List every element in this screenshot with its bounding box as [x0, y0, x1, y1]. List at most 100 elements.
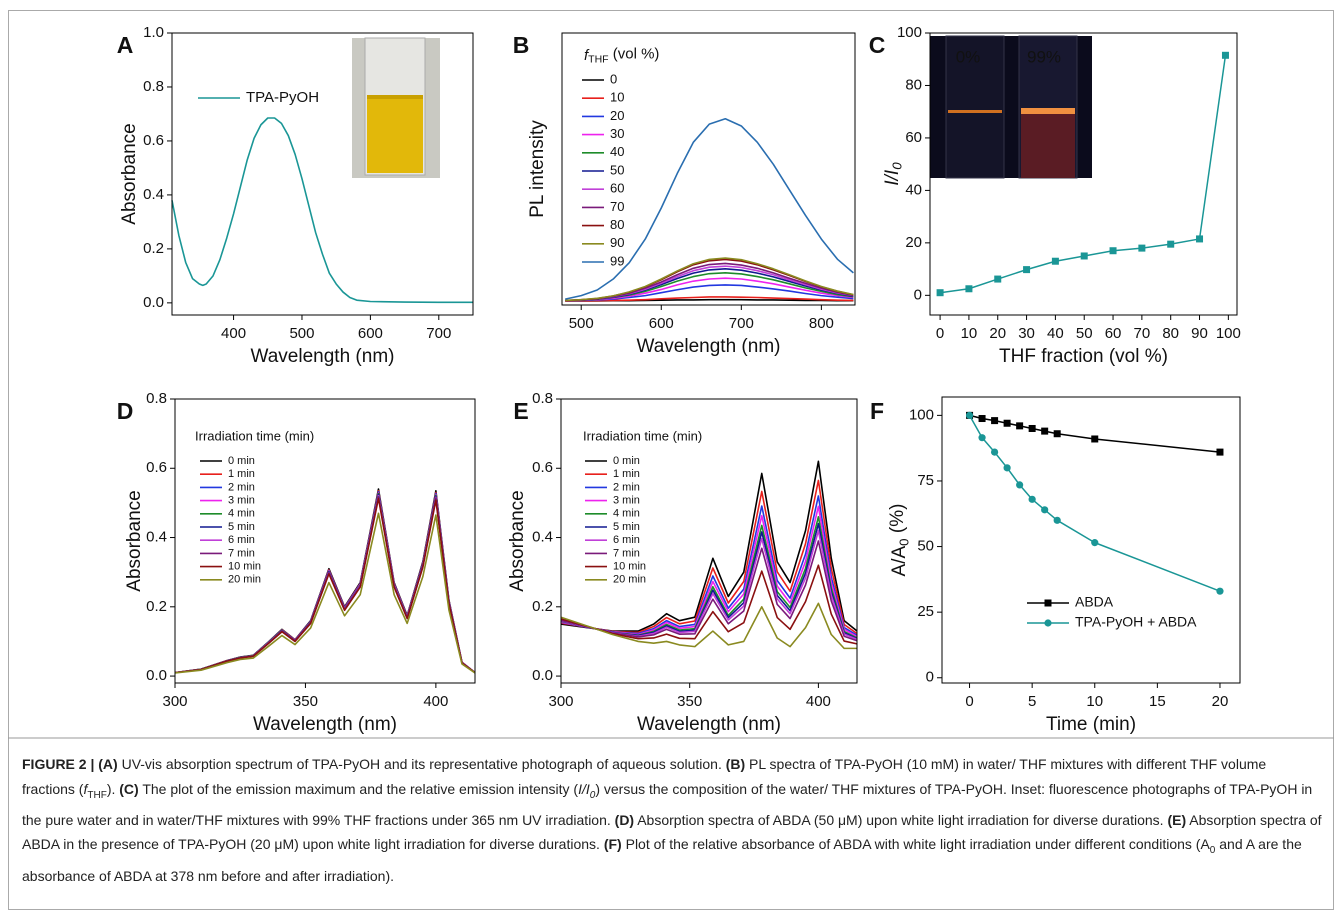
- data-line: [968, 415, 1221, 592]
- label-part: 0: [896, 538, 911, 545]
- x-tick-label: 300: [162, 693, 187, 710]
- legend-label: 10: [610, 90, 624, 105]
- legend-label: 10 min: [228, 561, 261, 573]
- data-point: [991, 417, 999, 425]
- y-tick-label: 60: [905, 129, 922, 146]
- legend-label: 40: [610, 144, 624, 159]
- legend-label: 70: [610, 199, 624, 214]
- x-axis-label: Wavelength (nm): [637, 336, 781, 357]
- data-line: [969, 414, 1221, 453]
- data-line: [560, 460, 858, 632]
- x-tick-label: 60: [1105, 325, 1122, 342]
- data-line: [560, 479, 858, 635]
- y-tick-label: 0: [926, 669, 934, 686]
- data-line: [560, 540, 858, 642]
- x-tick-label: 400: [221, 325, 246, 342]
- legend-label: 0 min: [228, 455, 255, 467]
- y-tick-label: 50: [917, 538, 934, 555]
- y-tick-label: 0.0: [143, 294, 164, 311]
- inset-photo-c: [930, 35, 1092, 179]
- x-tick-label: 400: [423, 693, 448, 710]
- y-tick-label: 20: [905, 234, 922, 251]
- legend-label: 1 min: [228, 468, 255, 480]
- x-tick-label: 15: [1149, 693, 1166, 710]
- data-point: [1003, 419, 1011, 427]
- data-point: [1080, 252, 1088, 260]
- caption-text: FIGURE 2 | (A): [22, 756, 118, 772]
- x-tick-label: 0: [936, 325, 944, 342]
- x-tick-label: 0: [965, 693, 973, 710]
- data-point: [1041, 427, 1049, 435]
- y-tick-label: 0.6: [532, 459, 553, 476]
- y-tick-label: 0.2: [143, 240, 164, 257]
- x-tick-label: 10: [961, 325, 978, 342]
- x-tick-label: 600: [358, 325, 383, 342]
- x-tick-label: 70: [1134, 325, 1151, 342]
- data-point: [965, 411, 974, 419]
- data-line: [174, 512, 476, 674]
- label-part: f: [584, 47, 590, 64]
- x-axis-label: Wavelength (nm): [253, 714, 397, 735]
- legend-label: 1 min: [613, 468, 640, 480]
- data-line: [565, 257, 854, 302]
- x-axis-label: Wavelength (nm): [637, 714, 781, 735]
- x-axis-label: Wavelength (nm): [251, 346, 395, 367]
- legend-label: 7 min: [228, 547, 255, 559]
- x-tick-label: 30: [1018, 325, 1035, 342]
- x-tick-label: 600: [649, 315, 674, 332]
- legend-label: 0 min: [613, 455, 640, 467]
- data-point: [1016, 481, 1024, 489]
- y-tick-label: 0.4: [146, 529, 167, 546]
- legend-label: 4 min: [613, 508, 640, 520]
- x-tick-label: 20: [989, 325, 1006, 342]
- data-line: [174, 497, 476, 674]
- data-point: [1053, 516, 1061, 524]
- panel-label: C: [869, 32, 886, 58]
- data-point: [1167, 240, 1175, 248]
- legend-label: 30: [610, 126, 624, 141]
- x-tick-label: 700: [729, 315, 754, 332]
- y-tick-label: 0.0: [146, 667, 167, 684]
- y-tick-label: 75: [917, 472, 934, 489]
- y-axis-label: Absorbance: [124, 490, 145, 591]
- y-tick-label: 80: [905, 76, 922, 93]
- caption-text: 0: [589, 789, 596, 801]
- caption-text: (F): [603, 836, 622, 853]
- x-tick-label: 350: [293, 693, 318, 710]
- data-line: [171, 117, 473, 304]
- y-axis-label: I/I0: [882, 162, 904, 186]
- legend-label: 20 min: [613, 574, 646, 586]
- legend-label: 2 min: [228, 481, 255, 493]
- plot-frame: [560, 398, 858, 684]
- caption-text: PL spectra of TPA-PyOH (10 mM) in water/…: [22, 756, 1267, 797]
- x-tick-label: 400: [806, 693, 831, 710]
- x-tick-label: 500: [289, 325, 314, 342]
- data-point: [1196, 235, 1204, 243]
- caption-text: Absorption spectra of ABDA (50 μM) upon …: [634, 811, 1168, 828]
- y-tick-label: 0.8: [532, 390, 553, 407]
- legend-label: 5 min: [613, 521, 640, 533]
- data-point: [965, 285, 973, 293]
- label-part: 0: [889, 162, 904, 170]
- x-tick-label: 10: [1086, 693, 1103, 710]
- data-point: [1016, 422, 1024, 430]
- label-part: THF: [588, 53, 608, 65]
- x-axis-label: Time (min): [1046, 714, 1136, 735]
- data-point: [1091, 435, 1099, 443]
- legend-label: TPA-PyOH: [246, 89, 319, 106]
- legend-marker: [1044, 599, 1052, 607]
- inset-label: 99%: [1027, 47, 1061, 66]
- legend-label: 3 min: [613, 495, 640, 507]
- x-tick-label: 90: [1191, 325, 1208, 342]
- data-point: [1023, 266, 1031, 274]
- legend-label: 99: [610, 253, 624, 268]
- y-tick-label: 100: [909, 406, 934, 423]
- x-tick-label: 700: [426, 325, 451, 342]
- panel-label: A: [117, 32, 134, 58]
- data-point: [1138, 244, 1146, 252]
- caption-text: (E): [1167, 811, 1187, 828]
- legend-label: 0: [610, 71, 617, 86]
- data-point: [1053, 430, 1061, 438]
